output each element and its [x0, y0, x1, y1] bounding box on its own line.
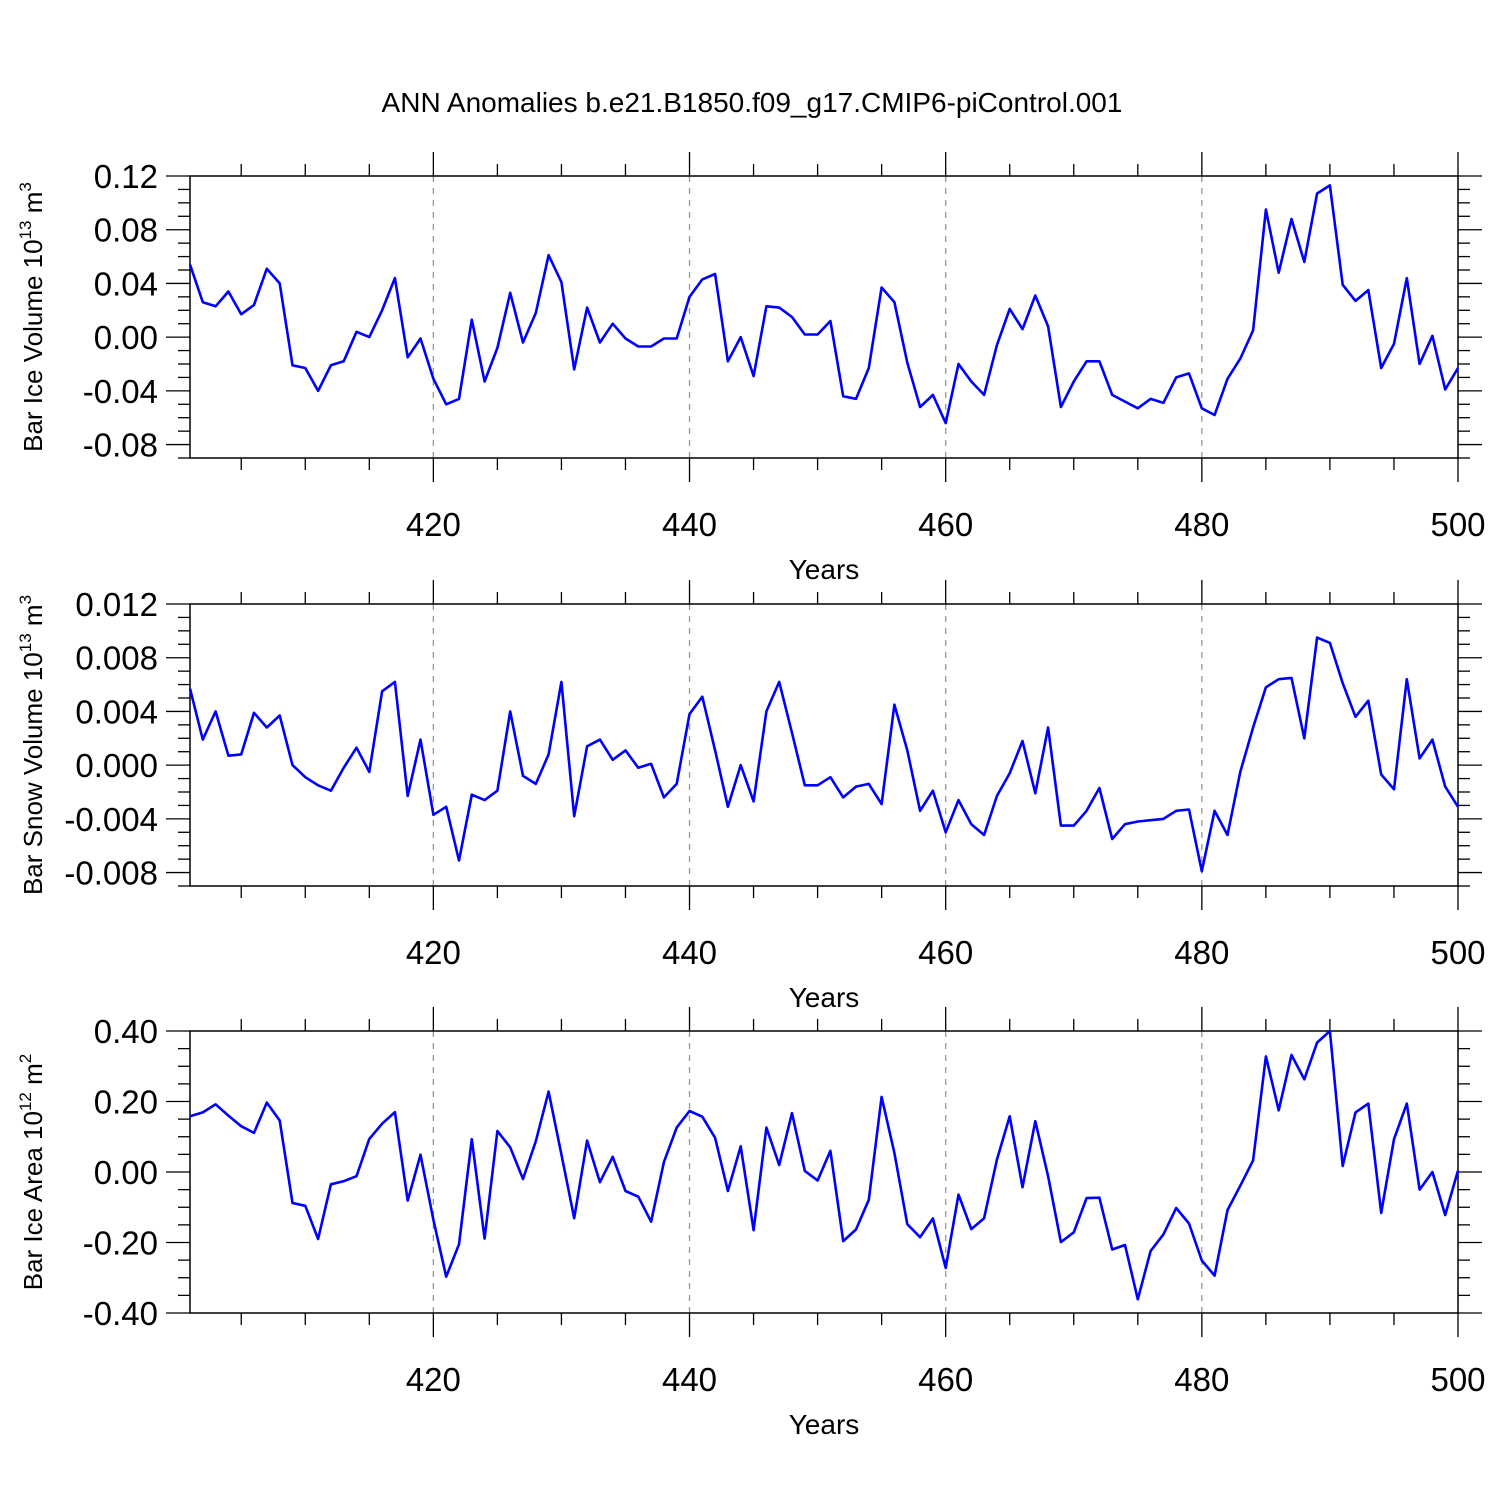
plot-frame [189, 175, 1459, 459]
x-tick-label: 460 [918, 1361, 973, 1398]
x-tick-label: 500 [1430, 934, 1485, 971]
y-axis-label: Bar Ice Volume 1013 m3 [16, 182, 48, 452]
x-axis-label: Years [789, 1409, 860, 1440]
y-tick-label: 0.40 [94, 1013, 158, 1050]
panel-2: -0.008 -0.004 0.000 0.004 0.008 0.012 420 440 46… [16, 580, 1486, 1013]
y-tick-label: 0.12 [94, 158, 158, 195]
y-tick-label: 0.00 [94, 319, 158, 356]
x-axis-label: Years [789, 554, 860, 585]
series-line [189, 1029, 1460, 1301]
y-tick-label: 0.004 [75, 693, 158, 730]
y-tick-label: 0.012 [75, 586, 158, 623]
series-line [188, 184, 1460, 425]
x-tick-label: 480 [1174, 506, 1229, 543]
y-tick-label: -0.20 [83, 1225, 158, 1262]
x-tick-label: 420 [406, 506, 461, 543]
series-line [188, 636, 1460, 873]
x-tick-label: 460 [918, 506, 973, 543]
x-tick-label: 480 [1174, 934, 1229, 971]
y-axis-label: Bar Snow Volume 1013 m3 [16, 595, 48, 895]
x-tick-label: 460 [918, 934, 973, 971]
x-tick-label: 420 [406, 1361, 461, 1398]
x-tick-label: 500 [1430, 1361, 1485, 1398]
y-tick-label: -0.008 [64, 855, 158, 892]
y-tick-label: 0.04 [94, 265, 158, 302]
plot-frame [189, 603, 1459, 887]
x-tick-label: 420 [406, 934, 461, 971]
y-tick-label: 0.20 [94, 1084, 158, 1121]
y-axis-label: Bar Ice Area 1012 m2 [16, 1054, 48, 1291]
figure-title: ANN Anomalies b.e21.B1850.f09_g17.CMIP6-… [382, 87, 1123, 118]
y-tick-label: 0.000 [75, 747, 158, 784]
y-tick-label: -0.40 [83, 1295, 158, 1332]
panel-1: -0.08 -0.04 0.00 0.04 0.08 0.12 420 440 460 480 50… [16, 152, 1486, 585]
y-tick-label: 0.08 [94, 212, 158, 249]
x-tick-label: 440 [662, 506, 717, 543]
y-tick-label: 0.00 [94, 1154, 158, 1191]
x-tick-label: 480 [1174, 1361, 1229, 1398]
y-tick-label: -0.04 [83, 373, 158, 410]
y-tick-label: -0.08 [83, 427, 158, 464]
plot-frame [189, 1030, 1459, 1314]
panels-group: -0.08 -0.04 0.00 0.04 0.08 0.12 420 440 460 480 50… [16, 152, 1486, 1440]
x-tick-label: 440 [662, 1361, 717, 1398]
panel-3: -0.40 -0.20 0.00 0.20 0.40 420 440 460 480 500 Yea… [16, 1007, 1486, 1440]
x-tick-label: 440 [662, 934, 717, 971]
y-tick-label: 0.008 [75, 640, 158, 677]
x-axis-label: Years [789, 982, 860, 1013]
x-tick-label: 500 [1430, 506, 1485, 543]
y-tick-label: -0.004 [64, 801, 158, 838]
